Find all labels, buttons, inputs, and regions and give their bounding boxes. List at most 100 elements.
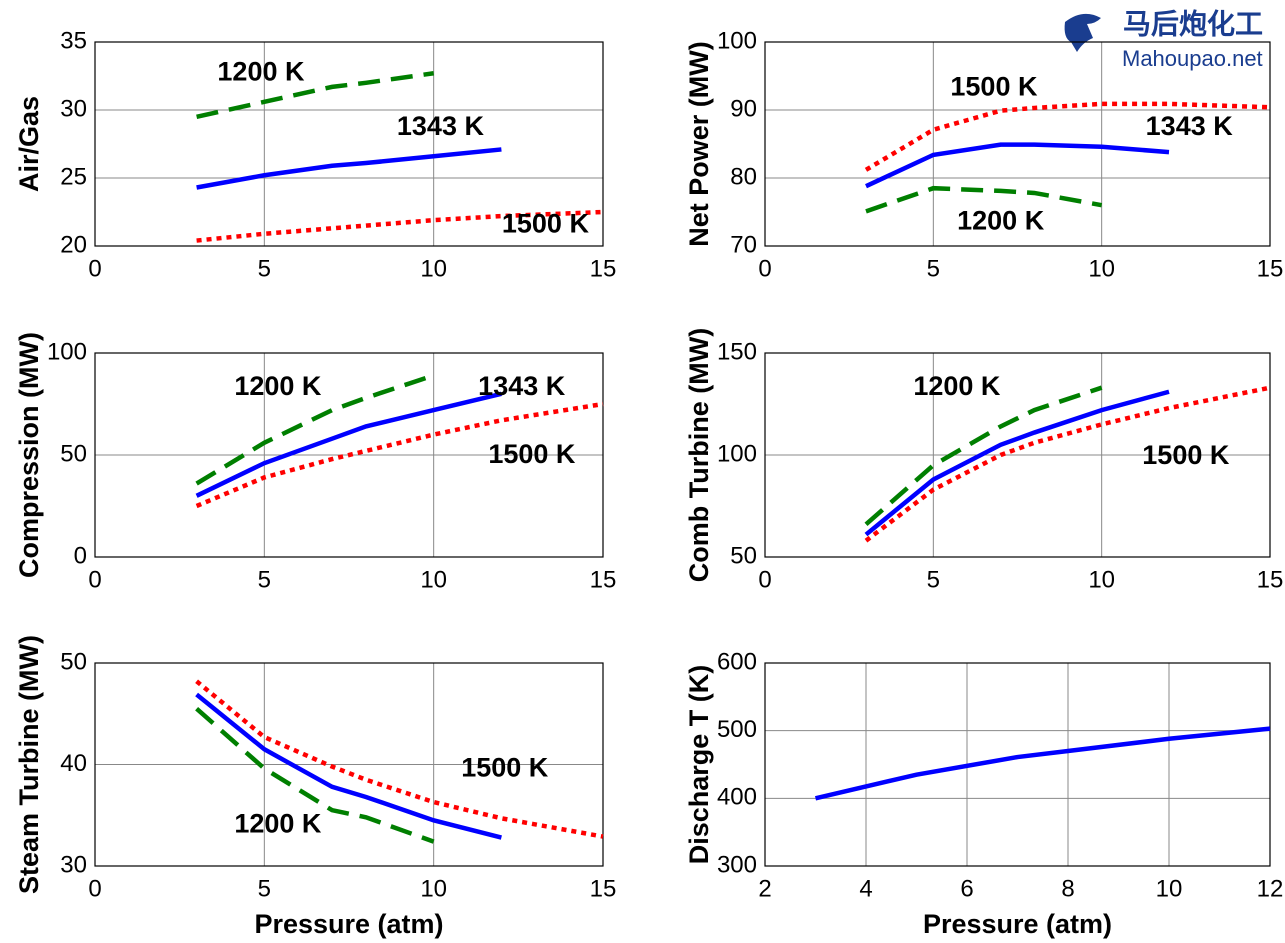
y-tick-label: 150 xyxy=(717,338,757,365)
plot-frame xyxy=(94,41,604,247)
data-line xyxy=(195,373,435,486)
series-label: 1200 K xyxy=(234,371,322,401)
y-tick-label: 100 xyxy=(47,338,87,365)
x-tick-label: 10 xyxy=(420,255,447,282)
series-label: 1200 K xyxy=(234,809,322,839)
x-tick-label: 0 xyxy=(758,566,771,593)
series-label: 1500 K xyxy=(1142,440,1230,470)
y-axis-label: Net Power (MW) xyxy=(684,41,714,247)
y-tick-label: 35 xyxy=(60,27,87,54)
y-tick-label: 20 xyxy=(60,231,87,258)
x-tick-label: 15 xyxy=(590,566,617,593)
series-label: 1500 K xyxy=(950,71,1038,101)
data-line xyxy=(195,706,435,844)
series-label: 1200 K xyxy=(217,56,305,86)
y-tick-label: 300 xyxy=(717,851,757,878)
y-tick-label: 90 xyxy=(730,95,757,122)
x-tick-label: 5 xyxy=(258,566,271,593)
data-line xyxy=(196,209,604,243)
x-tick-label: 15 xyxy=(590,875,617,902)
data-line xyxy=(196,71,434,119)
watermark-title: 马后炮化工 xyxy=(1123,8,1263,39)
series-label: 1343 K xyxy=(397,111,485,141)
watermark: 马后炮化工 Mahoupao.net xyxy=(1064,8,1263,71)
x-tick-label: 12 xyxy=(1257,875,1284,902)
series-label: 1500 K xyxy=(461,753,549,783)
data-line xyxy=(864,389,1170,537)
y-axis-label: Compression (MW) xyxy=(14,332,44,578)
plot-frame xyxy=(94,662,604,867)
plot-frame xyxy=(94,352,604,558)
y-tick-label: 100 xyxy=(717,27,757,54)
data-line xyxy=(195,692,502,840)
series-label: 1200 K xyxy=(957,205,1045,235)
plot-frame xyxy=(764,662,1271,867)
y-tick-label: 30 xyxy=(60,95,87,122)
y-axis-label: Steam Turbine (MW) xyxy=(14,635,44,894)
y-tick-label: 400 xyxy=(717,784,757,811)
y-tick-label: 70 xyxy=(730,231,757,258)
x-tick-label: 10 xyxy=(420,875,447,902)
series-label: 1200 K xyxy=(913,371,1001,401)
plot-frame xyxy=(764,352,1271,558)
y-tick-label: 50 xyxy=(730,542,757,569)
x-tick-label: 10 xyxy=(1088,255,1115,282)
x-axis-label: Pressure (atm) xyxy=(923,909,1112,939)
y-axis-label: Comb Turbine (MW) xyxy=(684,328,714,582)
y-tick-label: 500 xyxy=(717,716,757,743)
x-tick-label: 5 xyxy=(258,875,271,902)
y-tick-label: 50 xyxy=(60,648,87,675)
y-tick-label: 30 xyxy=(60,851,87,878)
y-tick-label: 40 xyxy=(60,750,87,777)
y-tick-label: 50 xyxy=(60,440,87,467)
data-line xyxy=(195,401,604,509)
y-tick-label: 0 xyxy=(74,542,87,569)
data-line xyxy=(865,185,1103,214)
x-tick-label: 5 xyxy=(927,255,940,282)
data-line xyxy=(814,726,1271,801)
watermark-url: Mahoupao.net xyxy=(1122,46,1263,71)
y-axis-label: Air/Gas xyxy=(14,96,44,192)
x-tick-label: 15 xyxy=(590,255,617,282)
data-line xyxy=(864,101,1271,172)
x-tick-label: 6 xyxy=(960,875,973,902)
x-tick-label: 15 xyxy=(1257,566,1284,593)
series-label: 1500 K xyxy=(488,439,576,469)
x-axis-label: Pressure (atm) xyxy=(254,909,443,939)
y-axis-label: Discharge T (K) xyxy=(684,665,714,865)
x-tick-label: 15 xyxy=(1257,255,1284,282)
x-tick-label: 0 xyxy=(758,255,771,282)
panel: 0 5 10 15 30 40 50 Steam Turbine (MW) Pressure (… xyxy=(14,635,616,939)
y-tick-label: 80 xyxy=(730,163,757,190)
x-tick-label: 2 xyxy=(758,875,771,902)
y-tick-label: 25 xyxy=(60,163,87,190)
watermark-logo xyxy=(1064,13,1101,52)
x-tick-label: 8 xyxy=(1061,875,1074,902)
x-tick-label: 0 xyxy=(88,875,101,902)
x-tick-label: 0 xyxy=(88,255,101,282)
series-label: 1500 K xyxy=(502,209,590,239)
x-tick-label: 10 xyxy=(420,566,447,593)
series-label: 1343 K xyxy=(478,371,566,401)
x-tick-label: 4 xyxy=(859,875,872,902)
data-line xyxy=(864,385,1271,543)
x-tick-label: 5 xyxy=(927,566,940,593)
x-tick-label: 0 xyxy=(88,566,101,593)
data-line xyxy=(196,147,502,190)
data-line xyxy=(195,391,502,498)
y-tick-label: 100 xyxy=(717,440,757,467)
data-line xyxy=(864,385,1103,527)
x-tick-label: 10 xyxy=(1156,875,1183,902)
panel: 0 5 10 15 20 25 30 35 Air/Gas 1200 K 1343 K 1500 K xyxy=(14,27,616,282)
x-tick-label: 5 xyxy=(258,255,271,282)
y-tick-label: 600 xyxy=(717,648,757,675)
data-line xyxy=(865,142,1170,189)
series-label: 1343 K xyxy=(1146,111,1234,141)
x-tick-label: 10 xyxy=(1088,566,1115,593)
plot-frame xyxy=(764,41,1271,247)
